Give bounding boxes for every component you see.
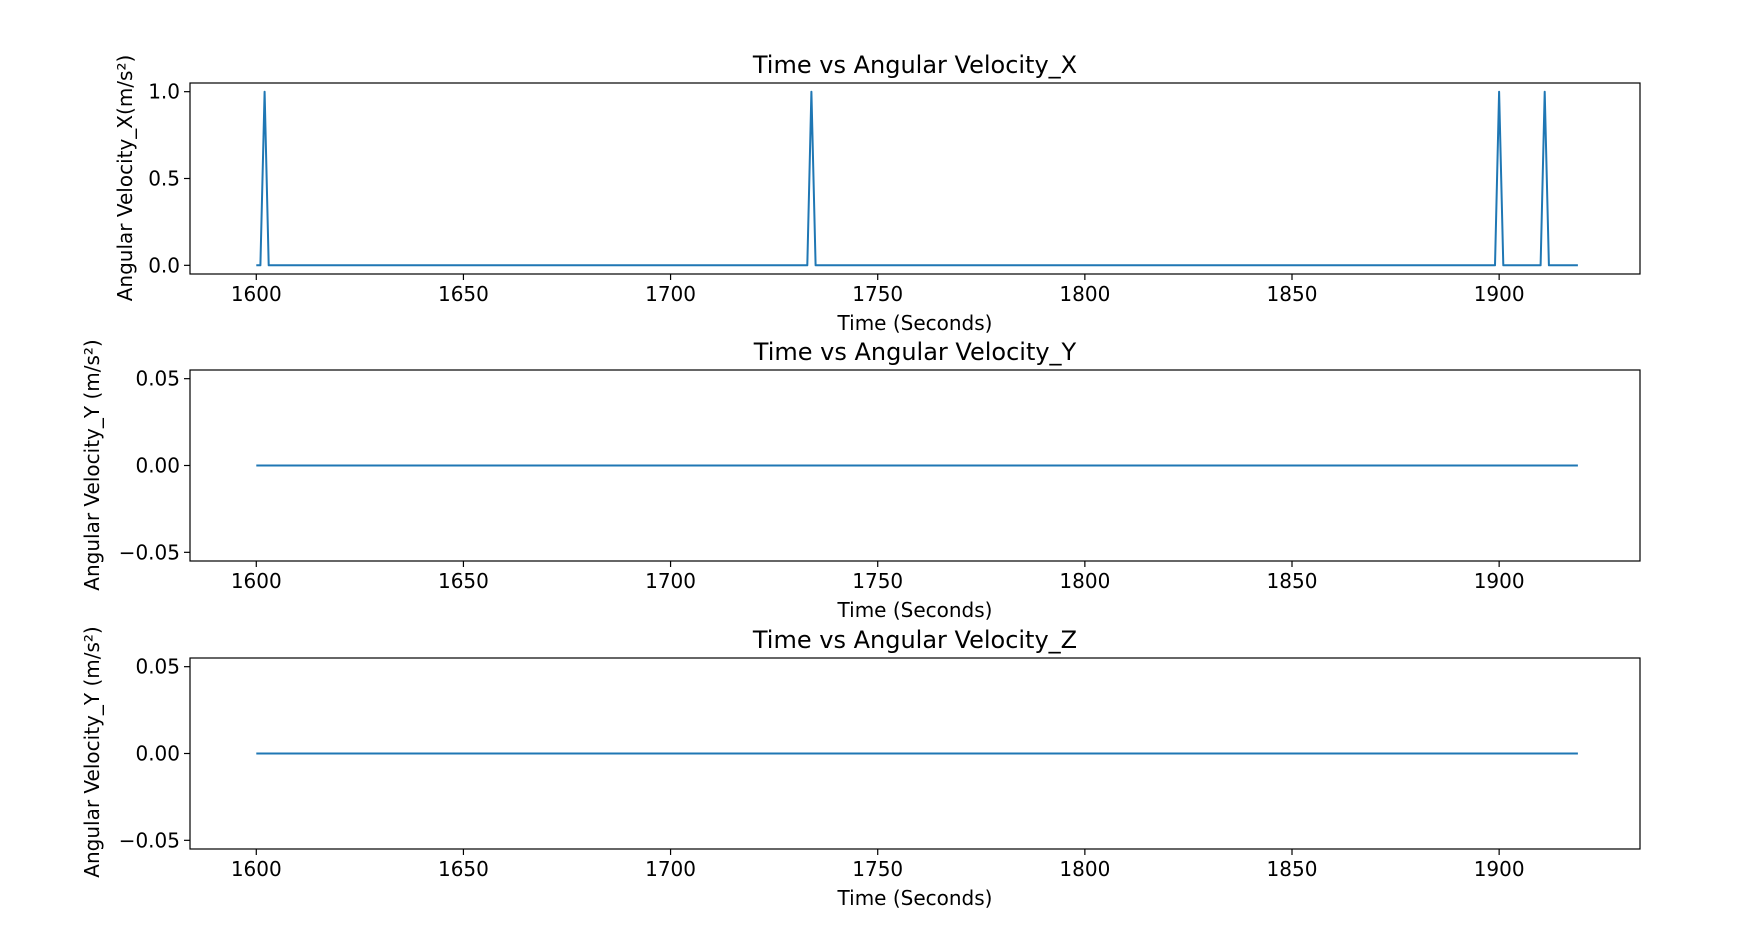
- series-line: [256, 90, 1578, 267]
- y-tick-label: 0.00: [135, 742, 180, 766]
- y-tick-label: 0.5: [148, 167, 180, 191]
- x-tick-label: 1800: [1059, 857, 1110, 881]
- x-tick-label: 1600: [231, 569, 282, 593]
- y-tick-label: 0.05: [135, 655, 180, 679]
- x-tick-label: 1700: [645, 282, 696, 306]
- y-tick-label: 0.05: [135, 367, 180, 391]
- chart-title: Time vs Angular Velocity_Z: [752, 626, 1077, 654]
- chart-title: Time vs Angular Velocity_Y: [753, 338, 1077, 366]
- y-axis-label: Angular Velocity_X(m/s²): [113, 55, 137, 302]
- x-tick-label: 1700: [645, 569, 696, 593]
- subplot-angular-velocity-x: Time vs Angular Velocity_X 1600 1650 1700 1…: [113, 51, 1641, 335]
- x-tick-label: 1850: [1267, 282, 1318, 306]
- x-axis-label: Time (Seconds): [837, 886, 993, 910]
- x-tick-label: 1650: [438, 569, 489, 593]
- x-tick-label: 1900: [1474, 282, 1525, 306]
- x-tick-label: 1900: [1474, 569, 1525, 593]
- y-axis-label: Angular Velocity_Y (m/s²): [80, 339, 104, 590]
- axes-frame: [189, 82, 1641, 275]
- subplot-angular-velocity-y: Time vs Angular Velocity_Y 1600 1650 1700 1…: [80, 338, 1641, 622]
- x-axis-label: Time (Seconds): [837, 311, 993, 335]
- x-axis-label: Time (Seconds): [837, 598, 993, 622]
- y-tick-label: −0.05: [119, 540, 180, 564]
- y-tick-label: 0.00: [135, 454, 180, 478]
- chart-title: Time vs Angular Velocity_X: [752, 51, 1077, 79]
- x-tick-label: 1750: [852, 569, 903, 593]
- x-tick-label: 1650: [438, 857, 489, 881]
- x-tick-label: 1700: [645, 857, 696, 881]
- y-axis-label: Angular Velocity_Y (m/s²): [80, 626, 104, 877]
- x-tick-label: 1750: [852, 857, 903, 881]
- x-tick-label: 1750: [852, 282, 903, 306]
- x-tick-label: 1800: [1059, 282, 1110, 306]
- y-tick-label: −0.05: [119, 828, 180, 852]
- y-tick-label: 0.0: [148, 253, 180, 277]
- x-tick-label: 1850: [1267, 857, 1318, 881]
- subplot-angular-velocity-z: Time vs Angular Velocity_Z 1600 1650 1700 1…: [80, 626, 1641, 910]
- x-tick-label: 1800: [1059, 569, 1110, 593]
- x-tick-label: 1600: [231, 857, 282, 881]
- y-tick-label: 1.0: [148, 80, 180, 104]
- x-tick-label: 1850: [1267, 569, 1318, 593]
- x-tick-label: 1650: [438, 282, 489, 306]
- x-tick-label: 1900: [1474, 857, 1525, 881]
- x-tick-label: 1600: [231, 282, 282, 306]
